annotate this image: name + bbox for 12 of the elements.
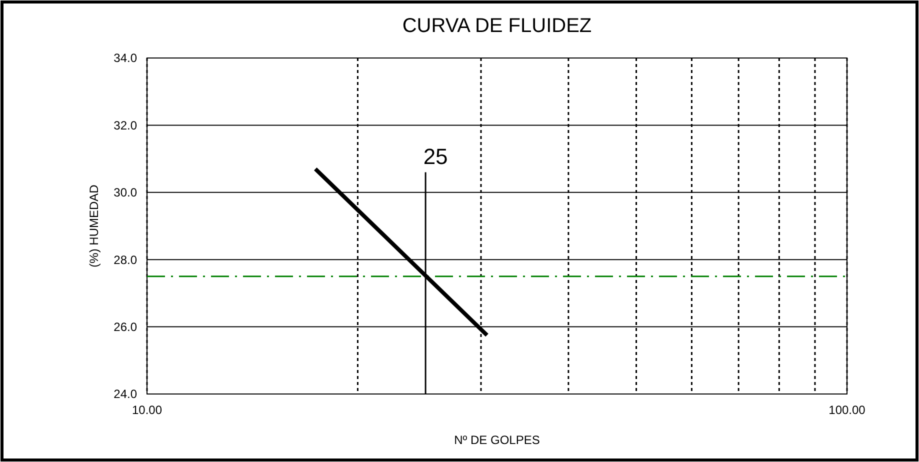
x-tick-label: 10.00 — [132, 403, 162, 417]
x-tick-label: 100.00 — [828, 403, 866, 417]
y-tick-label: 34.0 — [114, 51, 138, 66]
y-tick-label: 30.0 — [114, 186, 138, 200]
x-axis-title: Nº DE GOLPES — [454, 433, 540, 447]
chart-title: CURVA DE FLUIDEZ — [402, 15, 592, 37]
ref-line-label: 25 — [423, 144, 448, 170]
y-axis-title: (%) HUMEDAD — [87, 184, 101, 268]
y-tick-label: 28.0 — [114, 252, 138, 267]
y-tick-label: 26.0 — [114, 320, 138, 334]
y-tick-label: 24.0 — [114, 387, 138, 402]
y-tick-label: 32.0 — [114, 118, 138, 132]
